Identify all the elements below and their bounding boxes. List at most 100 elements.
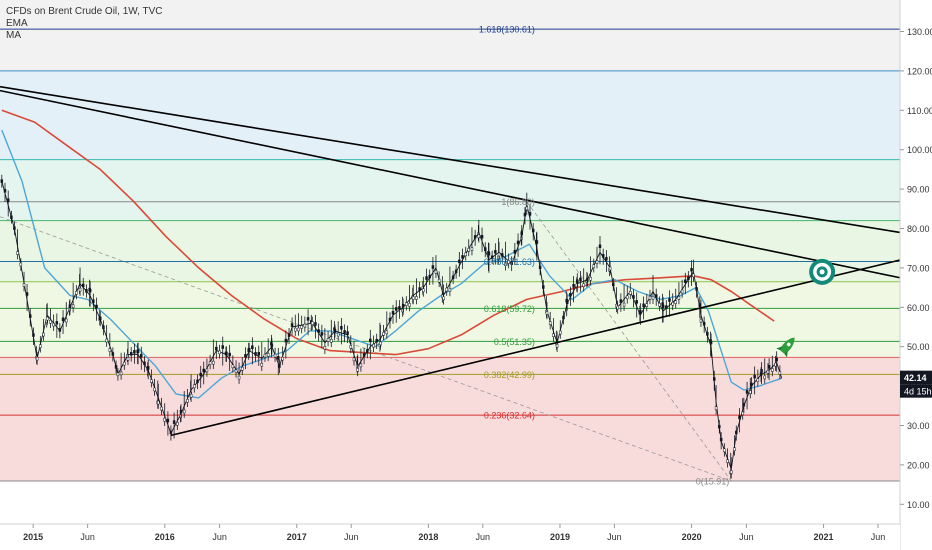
fib-label-1: 0.236(32.64) <box>484 411 535 421</box>
price-candle <box>569 292 572 297</box>
y-tick-label-4: 50.00 <box>907 342 930 352</box>
price-candle <box>278 364 281 368</box>
price-candle <box>545 311 549 315</box>
price-candle <box>516 240 520 245</box>
indicator-ema-label[interactable]: EMA <box>6 18 28 29</box>
price-candle <box>10 215 13 219</box>
price-candle <box>445 287 448 292</box>
price-candle <box>719 437 723 442</box>
trendlines[interactable] <box>0 85 901 437</box>
price-candle <box>346 331 349 335</box>
price-candle <box>434 270 438 274</box>
price-candle <box>778 371 782 375</box>
price-candle <box>270 343 274 348</box>
price-candle <box>176 422 179 426</box>
price-candle <box>714 406 718 410</box>
price-candle <box>75 291 78 295</box>
price-candle <box>375 338 378 343</box>
price-candle <box>237 375 241 380</box>
price-candle <box>639 310 642 314</box>
price-candle <box>411 296 415 300</box>
price-candle <box>372 343 375 348</box>
price-candle <box>281 356 284 361</box>
price-candle <box>760 369 763 373</box>
x-tick-label-6: 2018 <box>418 532 438 542</box>
price-candle <box>382 332 385 336</box>
price-candle <box>366 349 369 353</box>
price-candle <box>767 365 771 369</box>
x-tick-label-10: 2020 <box>682 532 702 542</box>
y-axis[interactable]: 10.0020.0030.0040.0050.0060.0070.0080.00… <box>899 0 932 550</box>
price-candle <box>622 302 626 307</box>
y-tick-label-6: 70.00 <box>907 263 930 273</box>
price-candle <box>742 402 746 407</box>
x-axis[interactable]: 2015 Jun 2016 Jun 2017 Jun 2018 Jun 2019 Jun 2020 J… <box>0 523 900 550</box>
fib-band-6 <box>0 0 900 30</box>
price-candle <box>260 362 264 367</box>
price-candle <box>753 374 756 379</box>
price-candle <box>114 365 118 369</box>
price-candle <box>157 400 160 405</box>
ma-line <box>1 109 775 356</box>
price-candle <box>129 352 133 356</box>
price-candle <box>225 351 228 356</box>
symbol-title[interactable]: CFDs on Brent Crude Oil, 1W, TVC <box>6 6 163 17</box>
price-candle <box>589 277 592 281</box>
price-candle <box>340 326 343 330</box>
price-candle <box>179 409 183 414</box>
price-candle <box>52 322 55 327</box>
price-candle <box>405 302 408 306</box>
price-candle <box>244 354 247 358</box>
x-tick-label-13: Jun <box>871 532 886 542</box>
price-candle <box>193 384 196 389</box>
price-candle <box>85 289 88 293</box>
price-candle <box>39 344 42 348</box>
price-candle <box>257 352 261 356</box>
markers <box>776 258 836 358</box>
price-candle <box>231 364 235 369</box>
countdown-label: 4d 15h <box>904 387 932 397</box>
price-candle <box>559 330 562 335</box>
price-candle <box>648 296 652 300</box>
price-candle <box>45 316 49 321</box>
x-tick-label-7: Jun <box>476 532 491 542</box>
rocket-icon <box>776 337 795 358</box>
price-candle <box>205 368 209 373</box>
price-candle <box>284 338 288 343</box>
price-candle <box>612 282 615 287</box>
price-candle <box>172 420 176 424</box>
price-candle <box>317 329 320 333</box>
price-candle <box>601 254 605 258</box>
price-candle <box>442 296 445 301</box>
price-candle <box>98 316 102 321</box>
price-candle <box>49 319 52 324</box>
price-candle <box>699 318 703 323</box>
price-candle <box>658 302 661 307</box>
price-candle <box>0 179 4 183</box>
price-candle <box>458 259 461 264</box>
fib-bands <box>0 0 900 482</box>
price-candle <box>749 390 752 394</box>
price-candle <box>709 340 713 345</box>
price-candle <box>208 361 212 365</box>
price-candle <box>294 327 297 332</box>
fib-label-5: 0.786(71.63) <box>484 257 535 267</box>
indicator-ma-label[interactable]: MA <box>6 30 21 41</box>
price-candle <box>19 262 23 267</box>
price-candle <box>408 303 411 307</box>
price-candle <box>531 228 535 233</box>
price-candle <box>668 298 671 302</box>
fib-anchor-lines <box>0 201 732 482</box>
price-candle <box>323 345 327 350</box>
price-candle <box>605 256 608 261</box>
price-candle <box>95 304 98 309</box>
price-candle <box>169 430 173 435</box>
price-candle <box>266 353 270 357</box>
y-tick-label-7: 80.00 <box>907 224 930 234</box>
price-candle <box>507 260 510 264</box>
price-candle <box>448 288 452 292</box>
price-candle <box>136 349 140 353</box>
price-candle <box>632 295 635 299</box>
price-candle <box>510 261 513 265</box>
